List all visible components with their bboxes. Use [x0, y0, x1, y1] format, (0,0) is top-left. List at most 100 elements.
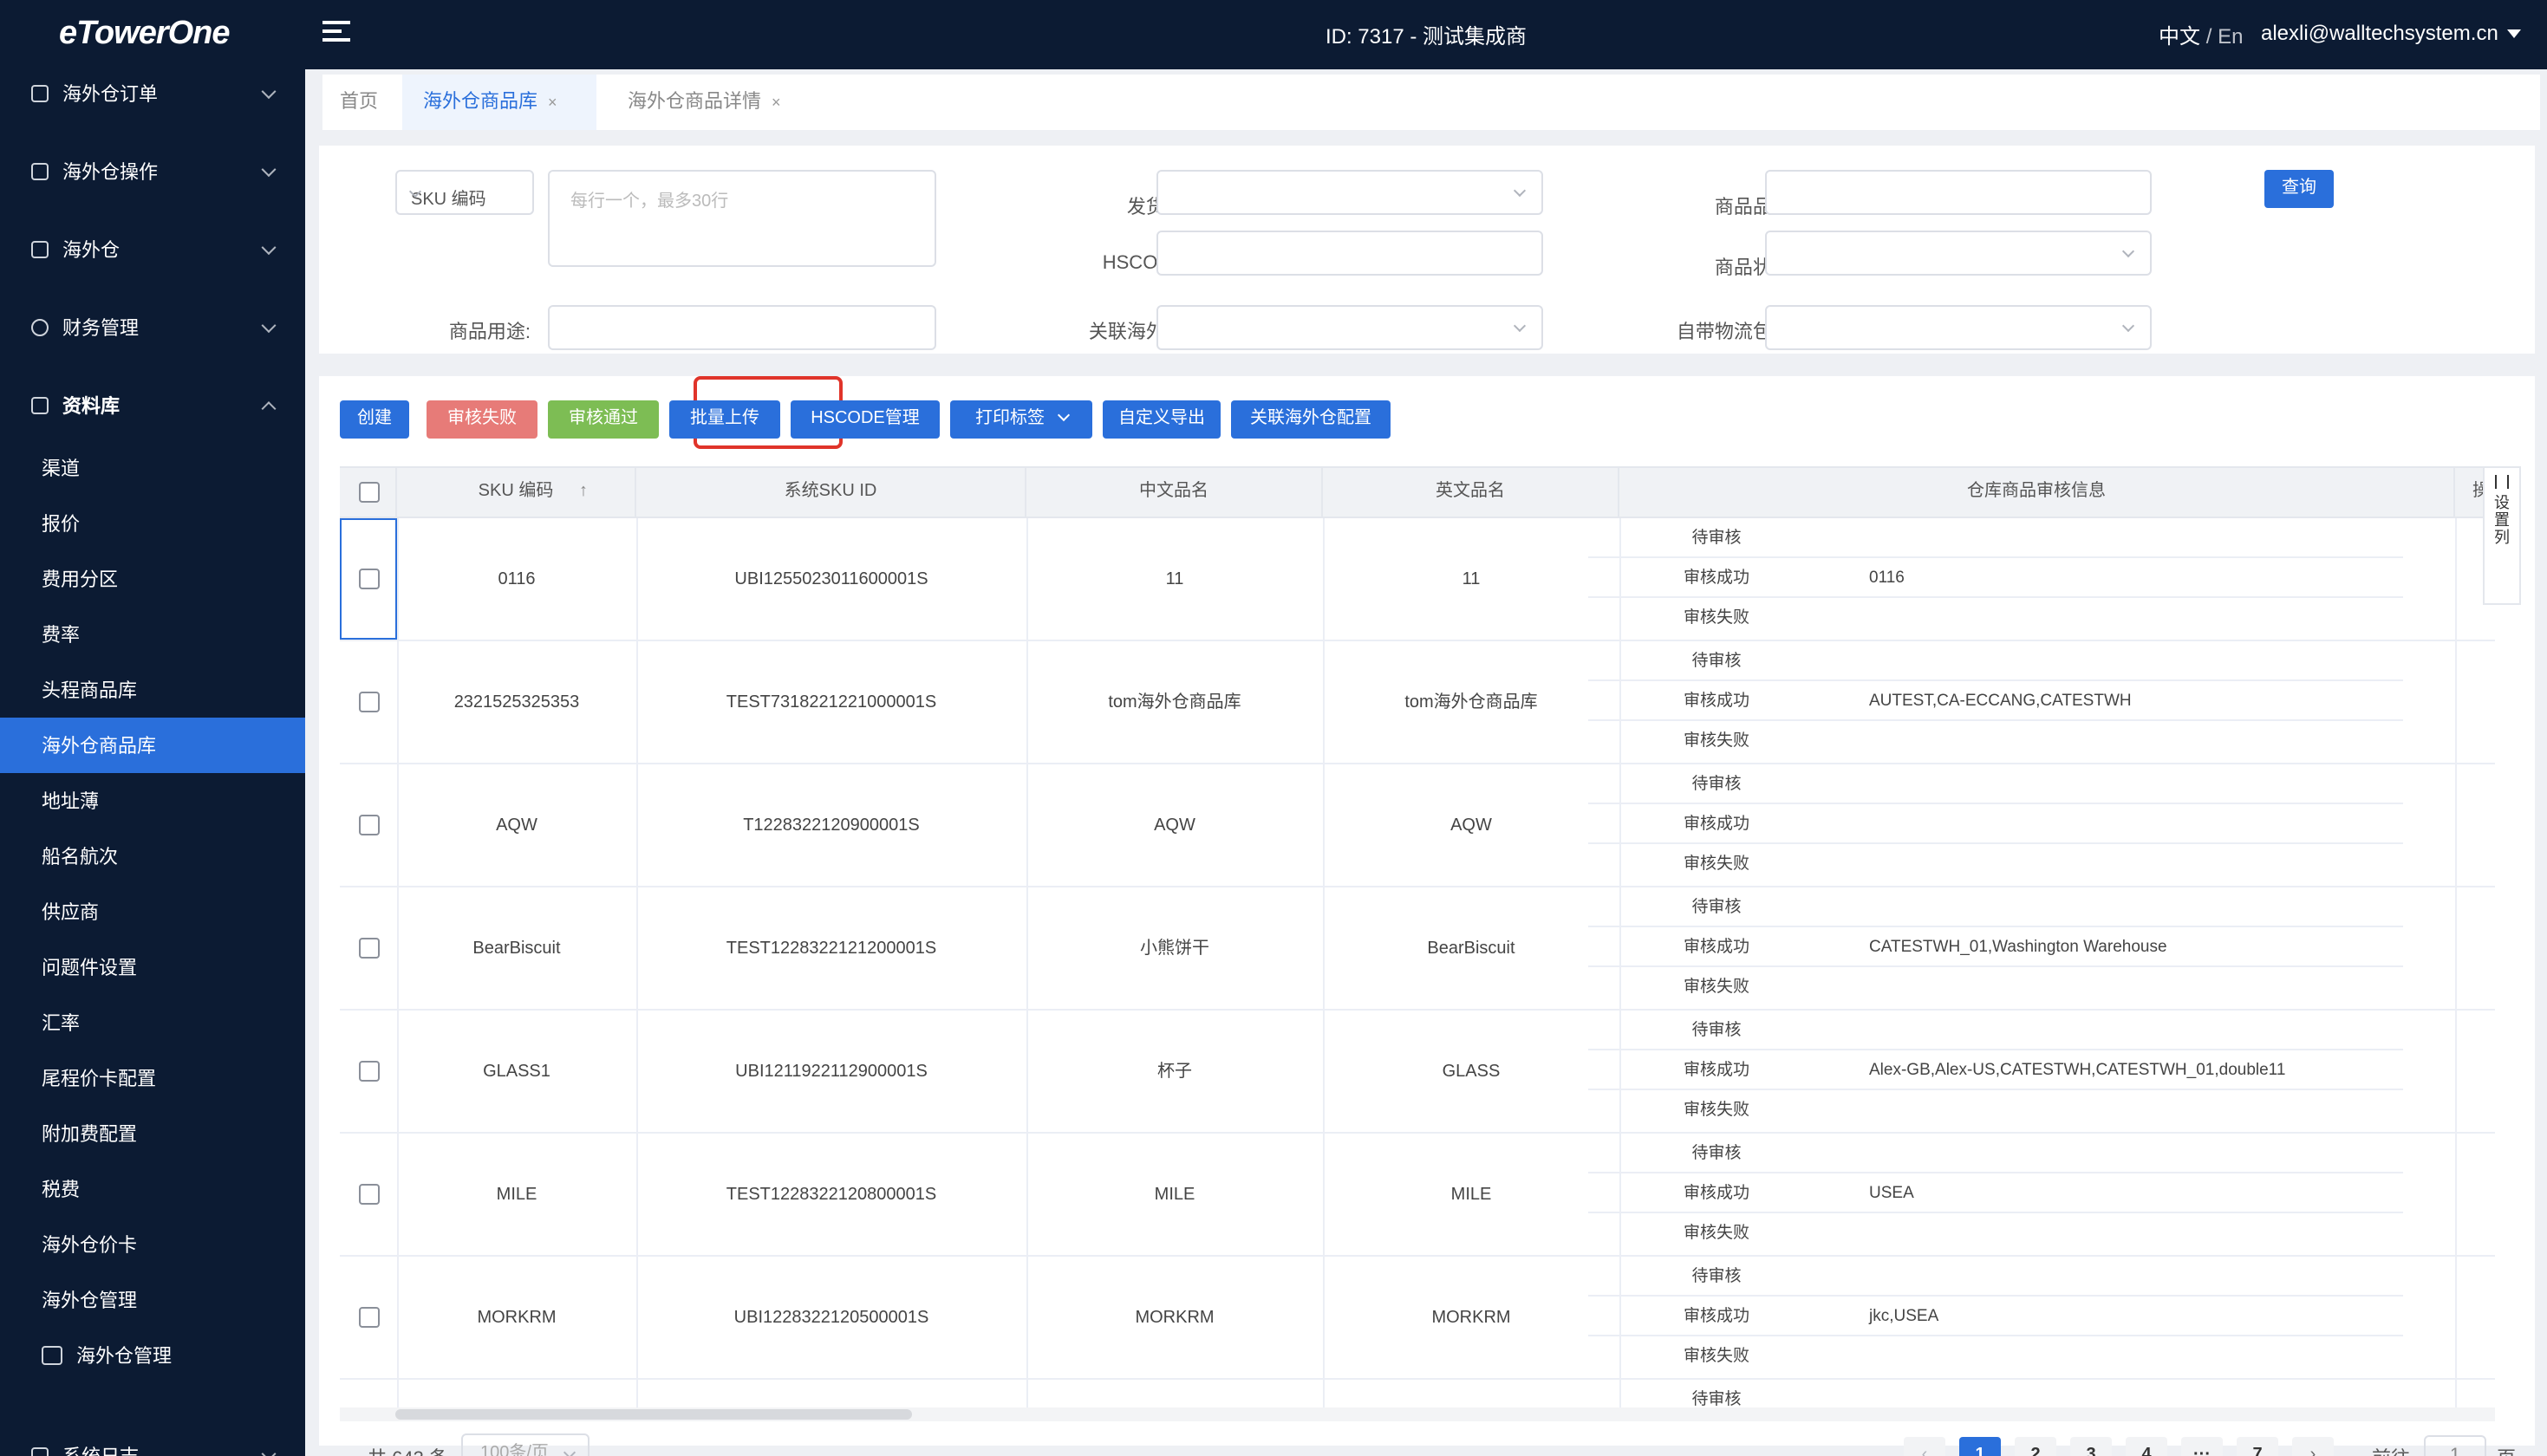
close-icon[interactable]: × — [548, 94, 557, 111]
sidebar: 海外仓订单 海外仓操作 海外仓 财务管理 资料库 渠道 报价 费用分区 费率 头… — [0, 69, 305, 1456]
query-button[interactable]: 查询 — [2264, 170, 2334, 208]
audit-status-label: 审核失败 — [1683, 978, 1749, 997]
brand-input[interactable] — [1765, 170, 2152, 215]
sidebar-item-vessel-voyage[interactable]: 船名航次 — [0, 829, 305, 884]
sidebar-item-address-book[interactable]: 地址薄 — [0, 773, 305, 829]
usage-input[interactable] — [548, 305, 936, 350]
sku-textarea[interactable]: 每行一个，最多30行 — [548, 170, 936, 267]
sku-cell: 0116 — [498, 570, 536, 589]
table-row: 0116 UBI1255023011600001S 11 11 待审核 审核成功 0116 审… — [340, 518, 2495, 641]
more-pages-button[interactable]: ··· — [2181, 1437, 2223, 1456]
close-icon[interactable]: × — [772, 94, 781, 111]
audit-status-label: 审核成功 — [1683, 815, 1749, 834]
row-checkbox[interactable] — [359, 938, 380, 959]
lang-en[interactable]: En — [2218, 24, 2244, 49]
row-checkbox[interactable] — [359, 1061, 380, 1082]
page-3-button[interactable]: 3 — [2070, 1437, 2112, 1456]
warehouse-select[interactable] — [1156, 305, 1543, 350]
sidebar-item-firstleg-products[interactable]: 头程商品库 — [0, 662, 305, 718]
status-select[interactable] — [1765, 231, 2152, 276]
create-button[interactable]: 创建 — [340, 400, 409, 439]
sku-type-select[interactable]: SKU 编码 — [395, 170, 534, 215]
scrollbar-thumb[interactable] — [395, 1409, 912, 1420]
sidebar-item-supplier[interactable]: 供应商 — [0, 884, 305, 939]
audit-status-label: 待审核 — [1691, 1267, 1742, 1286]
audit-status-label: 审核失败 — [1683, 1347, 1749, 1366]
sidebar-item-lastmile-pricecard[interactable]: 尾程价卡配置 — [0, 1050, 305, 1106]
custom-export-button[interactable]: 自定义导出 — [1103, 400, 1221, 439]
sidebar-group-finance[interactable]: 财务管理 — [0, 289, 305, 366]
hscode-input[interactable] — [1156, 231, 1543, 276]
row-checkbox[interactable] — [359, 569, 380, 589]
sidebar-item-overseas-pricecard[interactable]: 海外仓价卡 — [0, 1217, 305, 1272]
column-settings-button[interactable]: 设 置 列 — [2483, 466, 2521, 605]
sidebar-item-overseas-mgmt[interactable]: 海外仓管理 — [0, 1272, 305, 1328]
select-all-checkbox[interactable] — [359, 482, 380, 503]
tab-product-detail[interactable]: 海外仓商品详情 × — [607, 75, 815, 130]
sidebar-item-overseas-mgmt-2[interactable]: 海外仓管理 — [0, 1328, 305, 1383]
audit-status-label: 审核失败 — [1683, 608, 1749, 627]
tab-overseas-products[interactable]: 海外仓商品库 × — [402, 75, 596, 130]
language-switch[interactable]: 中文 / En — [2159, 21, 2243, 50]
user-menu[interactable]: alexli@walltechsystem.cn — [2261, 21, 2521, 45]
prev-page-button[interactable]: ‹ — [1904, 1437, 1945, 1456]
row-checkbox[interactable] — [359, 692, 380, 712]
page-2-button[interactable]: 2 — [2015, 1437, 2056, 1456]
page-4-button[interactable]: 4 — [2126, 1437, 2167, 1456]
sidebar-group-warehouse[interactable]: 海外仓 — [0, 211, 305, 288]
hscode-manage-button[interactable]: HSCODE管理 — [791, 400, 940, 439]
order-icon — [31, 85, 49, 102]
page-7-button[interactable]: 7 — [2237, 1437, 2278, 1456]
sku-placeholder: 每行一个，最多30行 — [570, 192, 729, 211]
sidebar-item-rate[interactable]: 费率 — [0, 607, 305, 662]
lang-zh[interactable]: 中文 — [2159, 24, 2201, 49]
sidebar-item-overseas-products[interactable]: 海外仓商品库 — [0, 718, 305, 773]
chevron-down-icon — [2121, 319, 2135, 333]
sidebar-group-database[interactable]: 资料库 — [0, 367, 305, 444]
sort-asc-icon[interactable]: ↑ — [579, 482, 588, 501]
page-1-button[interactable]: 1 — [1959, 1437, 2001, 1456]
logistics-select[interactable] — [1765, 305, 2152, 350]
app-logo[interactable]: eTowerOne — [59, 16, 231, 52]
sidebar-item-fee-zone[interactable]: 费用分区 — [0, 551, 305, 607]
audit-success-warehouses: jkc,USEA — [1869, 1307, 1939, 1326]
audit-status-label: 审核失败 — [1683, 855, 1749, 874]
audit-pending-line: 待审核 — [1588, 766, 2403, 804]
row-checkbox[interactable] — [359, 815, 380, 835]
sidebar-group-system-log[interactable]: 系统日志 — [0, 1418, 305, 1456]
sidebar-group-operations[interactable]: 海外仓操作 — [0, 133, 305, 210]
row-checkbox[interactable] — [359, 1184, 380, 1205]
chinese-name-cell: 11 — [1165, 570, 1184, 589]
sidebar-item-quote[interactable]: 报价 — [0, 496, 305, 551]
sidebar-item-tax[interactable]: 税费 — [0, 1161, 305, 1217]
print-label-button[interactable]: 打印标签 — [950, 400, 1092, 439]
system-sku-id-cell: UBI1228322120500001S — [733, 1309, 929, 1328]
page-size-select[interactable]: 100条/页 — [461, 1433, 590, 1456]
sidebar-group-label: 财务管理 — [62, 319, 139, 340]
audit-info-header: 仓库商品审核信息 — [1619, 468, 2455, 517]
audit-pass-button[interactable]: 审核通过 — [548, 400, 659, 439]
sidebar-group-orders[interactable]: 海外仓订单 — [0, 55, 305, 132]
system-sku-id-cell: UBI1211922112900001S — [735, 1063, 928, 1082]
sidebar-item-surcharge[interactable]: 附加费配置 — [0, 1106, 305, 1161]
audit-status-label: 审核成功 — [1683, 1307, 1749, 1326]
audit-success-line: 审核成功 USEA — [1588, 1175, 2403, 1213]
link-warehouse-config-button[interactable]: 关联海外仓配置 — [1231, 400, 1391, 439]
audit-status-label: 待审核 — [1691, 1144, 1742, 1163]
menu-toggle-icon[interactable] — [322, 21, 350, 45]
sidebar-item-problem-settings[interactable]: 问题件设置 — [0, 939, 305, 995]
shipper-select[interactable] — [1156, 170, 1543, 215]
table-row: MILE TEST1228322120800001S MILE MILE 待审核 审核成功… — [340, 1134, 2495, 1257]
page-tabs: 首页 海外仓商品库 × 海外仓商品详情 × — [322, 75, 2540, 130]
audit-fail-button[interactable]: 审核失败 — [427, 400, 537, 439]
tab-home[interactable]: 首页 — [340, 75, 409, 130]
checkbox-cell — [340, 518, 397, 641]
sidebar-item-exchange-rate[interactable]: 汇率 — [0, 995, 305, 1050]
sidebar-item-channel[interactable]: 渠道 — [0, 440, 305, 496]
horizontal-scrollbar[interactable] — [340, 1407, 2495, 1421]
row-checkbox[interactable] — [359, 1307, 380, 1328]
goto-page-input[interactable]: 1 — [2424, 1435, 2486, 1456]
sku-header[interactable]: SKU 编码 ↑ — [397, 468, 636, 517]
batch-upload-button[interactable]: 批量上传 — [669, 400, 780, 439]
next-page-button[interactable]: › — [2292, 1437, 2334, 1456]
